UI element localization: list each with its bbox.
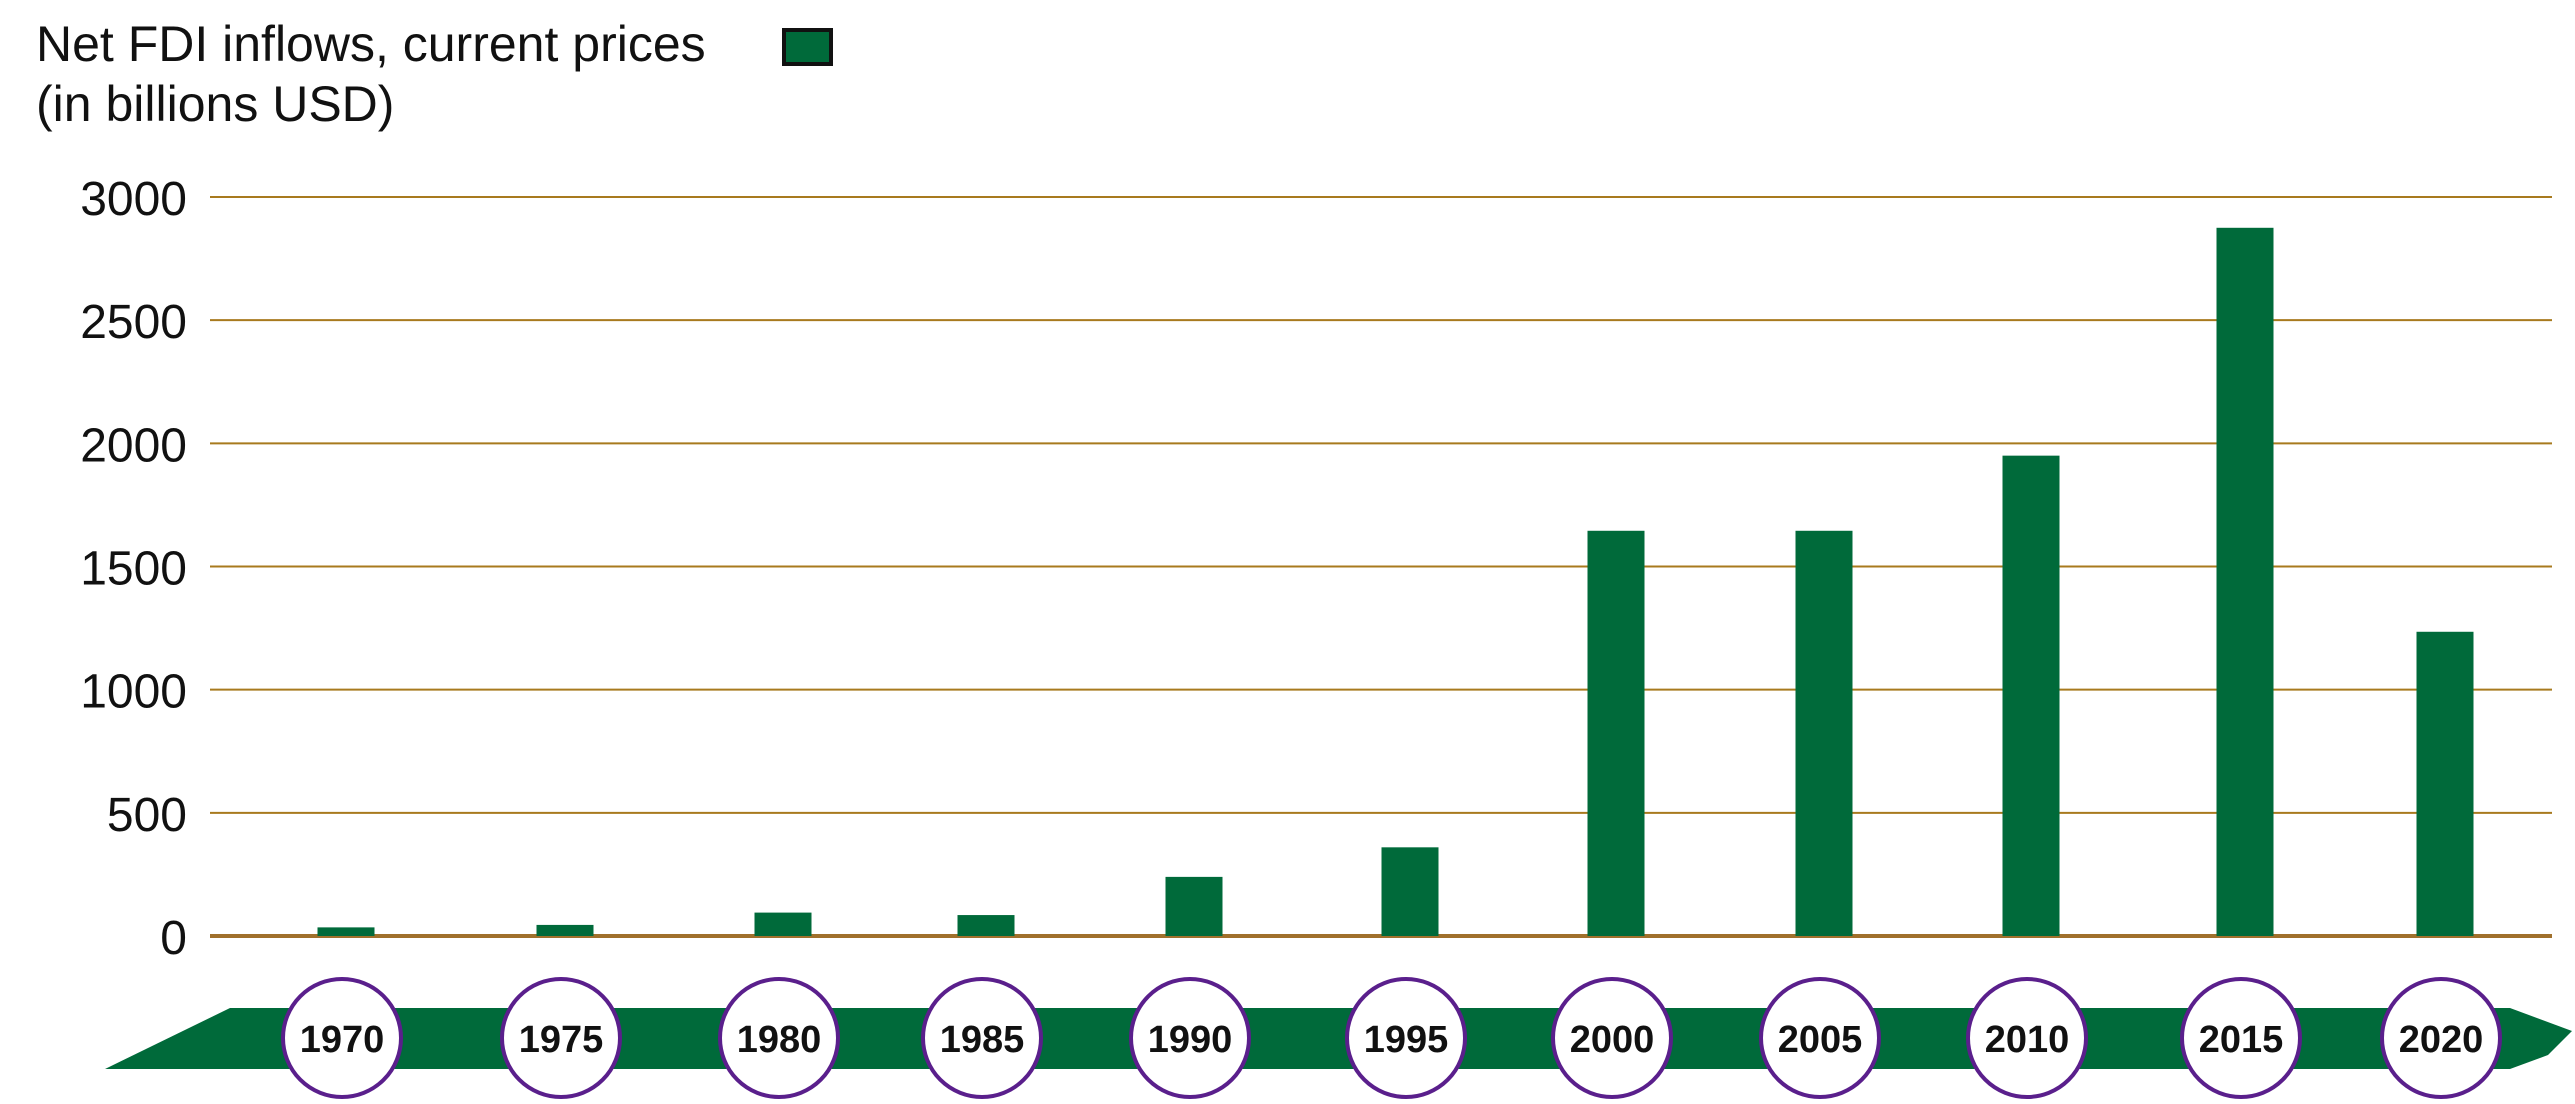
- bar-2010: [2002, 455, 2060, 936]
- x-tick-label: 2000: [1570, 1019, 1655, 1061]
- year-marker-circle: [281, 977, 403, 1099]
- x-tick-label: 1970: [300, 1019, 385, 1061]
- year-marker-circle: [1966, 977, 2088, 1099]
- x-tick-label: 1980: [737, 1019, 822, 1061]
- bar-2015: [2216, 227, 2274, 936]
- year-marker-circle: [1345, 977, 1467, 1099]
- y-tick-label: 3000: [80, 173, 187, 226]
- bar-1975: [536, 924, 594, 936]
- year-marker-circle: [2180, 977, 2302, 1099]
- y-tick-label: 2500: [80, 296, 187, 349]
- x-tick-label: 1985: [940, 1019, 1025, 1061]
- year-marker-circle: [500, 977, 622, 1099]
- legend-swatch: [782, 28, 833, 66]
- year-marker-circle: [2380, 977, 2502, 1099]
- bar-2020: [2416, 631, 2474, 936]
- x-tick-label: 2005: [1778, 1019, 1863, 1061]
- bar-2005: [1795, 530, 1853, 936]
- x-tick-label: 2015: [2199, 1019, 2284, 1061]
- y-tick-label: 1500: [80, 543, 187, 596]
- bar-1995: [1381, 847, 1439, 936]
- bar-1985: [957, 915, 1015, 936]
- year-marker-circle: [921, 977, 1043, 1099]
- x-tick-label: 2020: [2399, 1019, 2484, 1061]
- x-tick-label: 1975: [519, 1019, 604, 1061]
- year-marker-circle: [718, 977, 840, 1099]
- bar-1990: [1165, 876, 1223, 936]
- legend-title: Net FDI inflows, current prices (in bill…: [36, 14, 706, 134]
- bar-1980: [754, 912, 812, 936]
- year-marker-circle: [1129, 977, 1251, 1099]
- year-marker-circle: [1759, 977, 1881, 1099]
- y-tick-label: 500: [107, 789, 187, 842]
- y-tick-label: 2000: [80, 419, 187, 472]
- bar-2000: [1587, 530, 1645, 936]
- y-tick-label: 0: [160, 912, 187, 965]
- x-tick-label: 2010: [1985, 1019, 2070, 1061]
- x-tick-label: 1990: [1148, 1019, 1233, 1061]
- x-axis-ticks: 1970 1975 1980 1985 1990 1995 2000 2005 2010 2015…: [281, 977, 2502, 1099]
- y-axis-ticks: 0 500 1000 1500 2000 2500 3000: [80, 173, 187, 965]
- year-marker-circle: [1551, 977, 1673, 1099]
- chart-title: Net FDI inflows, current prices: [36, 16, 706, 72]
- x-tick-label: 1995: [1364, 1019, 1449, 1061]
- y-tick-label: 1000: [80, 666, 187, 719]
- bar-layer: [317, 227, 2474, 936]
- chart-subtitle: (in billions USD): [36, 76, 395, 132]
- grid-layer: [210, 196, 2552, 938]
- bar-1970: [317, 927, 375, 936]
